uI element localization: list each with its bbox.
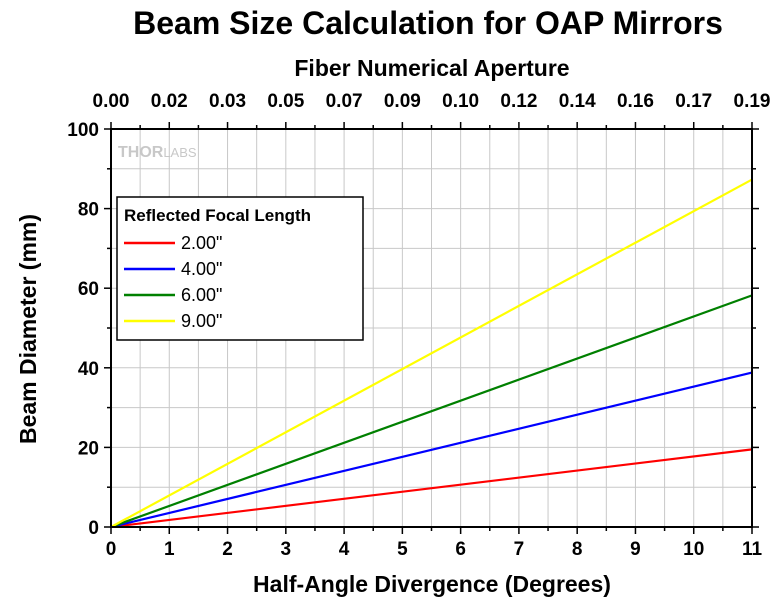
y-tick-label: 80 [78, 200, 99, 221]
x2-tick-label: 0.17 [675, 91, 712, 112]
x-tick-label: 5 [397, 539, 408, 560]
x-tick-label: 0 [106, 539, 117, 560]
series-line [110, 294, 753, 529]
x2-tick-label: 0.02 [151, 91, 188, 112]
x-tick-label: 6 [455, 539, 466, 560]
legend-entry-label: 9.00" [181, 311, 222, 331]
legend-entry-label: 4.00" [181, 259, 222, 279]
y-tick-label: 100 [67, 120, 99, 141]
watermark-thor: THOR [118, 144, 164, 161]
x-tick-label: 3 [281, 539, 292, 560]
axis-ticks [104, 122, 759, 534]
x-axis-label: Half-Angle Divergence (Degrees) [253, 571, 611, 597]
x2-tick-label: 0.03 [209, 91, 246, 112]
x2-tick-label: 0.16 [617, 91, 654, 112]
legend-entry-label: 2.00" [181, 233, 222, 253]
series-line [110, 178, 753, 528]
x2-tick-label: 0.19 [734, 91, 771, 112]
axis-tick-labels: 0 1 2 3 4 5 6 7 8 9 10 11 0.00 0.02 0.03 0.05 0.07 0.09 0.… [67, 91, 770, 560]
legend-entry-label: 6.00" [181, 285, 222, 305]
y-tick-label: 20 [78, 438, 99, 459]
x2-tick-label: 0.12 [500, 91, 537, 112]
x2-tick-label: 0.10 [442, 91, 479, 112]
thorlabs-watermark: THORLABS [118, 144, 197, 161]
x-tick-label: 10 [683, 539, 704, 560]
x2-tick-label: 0.14 [559, 91, 596, 112]
legend: Reflected Focal Length 2.00" 4.00" 6.00" 9.… [116, 196, 364, 341]
chart-title: Beam Size Calculation for OAP Mirrors [133, 5, 723, 41]
legend-entries: 2.00" 4.00" 6.00" 9.00" [124, 233, 222, 331]
y-axis-label: Beam Diameter (mm) [15, 214, 41, 444]
x-tick-label: 7 [514, 539, 525, 560]
x-tick-label: 2 [222, 539, 233, 560]
series-line [110, 448, 753, 529]
x2-tick-label: 0.07 [326, 91, 363, 112]
y-tick-label: 40 [78, 359, 99, 380]
x-tick-label: 9 [630, 539, 641, 560]
x2-tick-label: 0.00 [93, 91, 130, 112]
x-tick-label: 4 [339, 539, 350, 560]
y-tick-label: 0 [88, 518, 99, 539]
x2-tick-label: 0.05 [267, 91, 304, 112]
svg-text:THORLABS: THORLABS [118, 144, 197, 161]
x2-tick-label: 0.09 [384, 91, 421, 112]
grid [111, 129, 752, 527]
legend-title: Reflected Focal Length [124, 206, 311, 225]
series-line [110, 371, 753, 529]
x-tick-label: 8 [572, 539, 583, 560]
series-lines [110, 178, 753, 529]
x-tick-label: 11 [742, 539, 763, 560]
x-tick-label: 1 [164, 539, 175, 560]
top-axis-label: Fiber Numerical Aperture [294, 55, 569, 81]
y-tick-label: 60 [78, 279, 99, 300]
watermark-labs: LABS [163, 145, 197, 160]
